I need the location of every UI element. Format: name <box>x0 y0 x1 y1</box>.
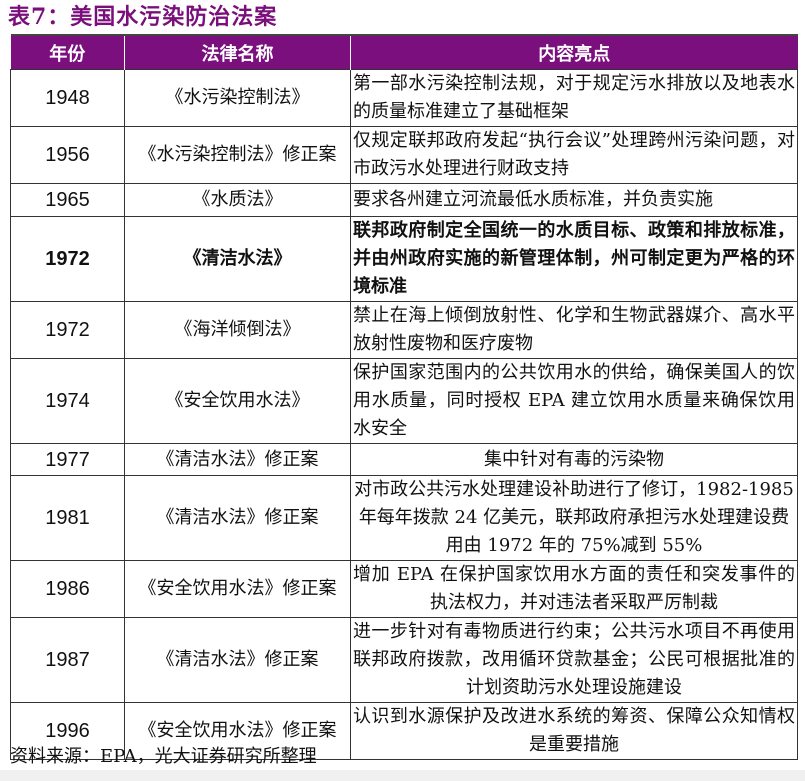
year-cell: 1981 <box>10 475 125 561</box>
table-row: 1965 《水质法》 要求各州建立河流最低水质标准，并负责实施 <box>10 183 798 217</box>
table-row: 1987 《清洁水法》修正案 进一步针对有毒物质进行约束；公共污水项目不再使用联邦政… <box>10 617 798 703</box>
table-row: 1972 《海洋倾倒法》 禁止在海上倾倒放射性、化学和生物武器媒介、高水平放射性废物… <box>10 301 798 359</box>
law-name-cell: 《安全饮用水法》修正案 <box>124 702 351 760</box>
table-row: 1996 《安全饮用水法》修正案 认识到水源保护及改进水系统的筹资、保障公众知情权是… <box>10 702 798 760</box>
content-cell: 联邦政府制定全国统一的水质目标、政策和排放标准，并由州政府实施的新管理体制，州可… <box>350 216 798 302</box>
year-cell: 1972 <box>10 301 125 359</box>
content-cell: 仅规定联邦政府发起“执行会议”处理跨州污染问题，对市政污水处理进行财政支持 <box>350 126 798 184</box>
header-year: 年份 <box>10 34 125 70</box>
table-row: 1948 《水污染控制法》 第一部水污染控制法规，对于规定污水排放以及地表水的质量标… <box>10 69 798 127</box>
year-cell: 1996 <box>10 702 125 760</box>
year-cell: 1974 <box>10 358 125 444</box>
content-cell: 集中针对有毒的污染物 <box>350 443 798 476</box>
table-header-row: 年份 法律名称 内容亮点 <box>10 34 798 70</box>
law-name-cell: 《清洁水法》 <box>124 216 351 302</box>
content-cell: 认识到水源保护及改进水系统的筹资、保障公众知情权是重要措施 <box>350 702 798 760</box>
source-note: 资料来源：EPA，光大证券研究所整理 <box>10 746 317 767</box>
year-cell: 1956 <box>10 126 125 184</box>
content-cell: 第一部水污染控制法规，对于规定污水排放以及地表水的质量标准建立了基础框架 <box>350 69 798 127</box>
table-row: 1986 《安全饮用水法》修正案 增加 EPA 在保护国家饮用水方面的责任和突发事件… <box>10 560 798 618</box>
footer-band <box>0 770 805 781</box>
law-name-cell: 《安全饮用水法》 <box>124 358 351 444</box>
table-row: 1972 《清洁水法》 联邦政府制定全国统一的水质目标、政策和排放标准，并由州政府实… <box>10 216 798 302</box>
header-highlights: 内容亮点 <box>350 34 798 70</box>
table-row: 1981 《清洁水法》修正案 对市政公共污水处理建设补助进行了修订，1982-198… <box>10 475 798 561</box>
year-cell: 1987 <box>10 617 125 703</box>
law-name-cell: 《清洁水法》修正案 <box>124 617 351 703</box>
law-name-cell: 《安全饮用水法》修正案 <box>124 560 351 618</box>
table-row: 1956 《水污染控制法》修正案 仅规定联邦政府发起“执行会议”处理跨州污染问题，对… <box>10 126 798 184</box>
year-cell: 1977 <box>10 443 125 476</box>
content-cell: 对市政公共污水处理建设补助进行了修订，1982-1985 年每年拨款 24 亿美… <box>350 475 798 561</box>
law-name-cell: 《海洋倾倒法》 <box>124 301 351 359</box>
content-cell: 禁止在海上倾倒放射性、化学和生物武器媒介、高水平放射性废物和医疗废物 <box>350 301 798 359</box>
table-title: 表7：美国水污染防治法案 <box>8 4 278 30</box>
water-pollution-laws-table: 年份 法律名称 内容亮点 1948 《水污染控制法》 第一部水污染控制法规，对于规定… <box>10 34 798 760</box>
year-cell: 1948 <box>10 69 125 127</box>
year-cell: 1972 <box>10 216 125 302</box>
law-name-cell: 《水污染控制法》修正案 <box>124 126 351 184</box>
content-cell: 增加 EPA 在保护国家饮用水方面的责任和突发事件的执法权力，并对违法者采取严厉… <box>350 560 798 618</box>
content-cell: 要求各州建立河流最低水质标准，并负责实施 <box>350 183 798 217</box>
content-cell: 保护国家范围内的公共饮用水的供给，确保美国人的饮用水质量，同时授权 EPA 建立… <box>350 358 798 444</box>
table-row: 1974 《安全饮用水法》 保护国家范围内的公共饮用水的供给，确保美国人的饮用水质量… <box>10 358 798 444</box>
table-row: 1977 《清洁水法》修正案 集中针对有毒的污染物 <box>10 443 798 476</box>
law-name-cell: 《水质法》 <box>124 183 351 217</box>
law-name-cell: 《清洁水法》修正案 <box>124 475 351 561</box>
content-cell: 进一步针对有毒物质进行约束；公共污水项目不再使用联邦政府拨款，改用循环贷款基金；… <box>350 617 798 703</box>
law-name-cell: 《清洁水法》修正案 <box>124 443 351 476</box>
year-cell: 1965 <box>10 183 125 217</box>
law-name-cell: 《水污染控制法》 <box>124 69 351 127</box>
header-law-name: 法律名称 <box>124 34 351 70</box>
year-cell: 1986 <box>10 560 125 618</box>
